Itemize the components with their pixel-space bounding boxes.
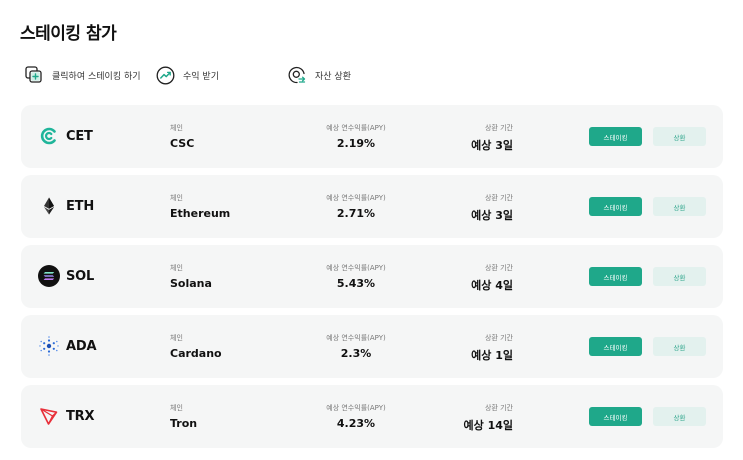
- chain-value: Ethereum: [170, 207, 231, 220]
- redeem-button[interactable]: 상환: [653, 337, 706, 356]
- stake-button[interactable]: 스테이킹: [589, 267, 642, 286]
- period-value: 예상 14일: [463, 419, 514, 432]
- apy-cell: 예상 연수익률(APY) 2.19%: [296, 123, 416, 150]
- apy-label: 예상 연수익률(APY): [326, 124, 386, 132]
- page-title: 스테이킹 참가: [20, 24, 117, 44]
- period-label: 상환 기간: [485, 334, 513, 342]
- ethereum-icon: [38, 195, 60, 217]
- redeem-button[interactable]: 상환: [653, 267, 706, 286]
- staking-row-cet: CET 체인 CSC 예상 연수익률(APY) 2.19% 상환 기간 예상 3…: [21, 105, 723, 168]
- chain-value: Cardano: [170, 347, 222, 360]
- coin-cell: ADA: [38, 335, 97, 357]
- period-cell: 상환 기간 예상 1일: [471, 333, 513, 363]
- apy-value: 4.23%: [336, 417, 376, 430]
- coinex-icon: [38, 125, 60, 147]
- period-value: 예상 3일: [471, 139, 513, 152]
- coin-cell: ETH: [38, 195, 94, 217]
- step-earn: 수익 받기: [155, 64, 219, 86]
- step-label: 자산 상환: [315, 71, 351, 82]
- coin-symbol: CET: [66, 128, 93, 144]
- step-click-stake: 클릭하여 스테이킹 하기: [24, 64, 141, 86]
- step-label: 수익 받기: [183, 71, 219, 82]
- step-label: 클릭하여 스테이킹 하기: [52, 71, 141, 82]
- period-cell: 상환 기간 예상 14일: [464, 403, 514, 433]
- stake-button[interactable]: 스테이킹: [589, 127, 642, 146]
- coin-exchange-icon: [287, 65, 307, 85]
- coin-cell: SOL: [38, 265, 94, 287]
- coin-symbol: ETH: [66, 198, 95, 214]
- cardano-icon: [38, 335, 60, 357]
- apy-label: 예상 연수익률(APY): [326, 334, 386, 342]
- period-label: 상환 기간: [485, 264, 513, 272]
- stake-button[interactable]: 스테이킹: [589, 337, 642, 356]
- period-cell: 상환 기간 예상 4일: [471, 263, 513, 293]
- period-value: 예상 1일: [471, 349, 513, 362]
- tron-icon: [38, 405, 60, 427]
- trend-up-icon: [155, 65, 175, 85]
- apy-label: 예상 연수익률(APY): [326, 264, 386, 272]
- chain-cell: 체인 Tron: [170, 403, 197, 430]
- chain-label: 체인: [170, 334, 183, 342]
- stake-button[interactable]: 스테이킹: [589, 197, 642, 216]
- period-label: 상환 기간: [485, 404, 513, 412]
- chain-cell: 체인 CSC: [170, 123, 194, 150]
- staking-row-trx: TRX 체인 Tron 예상 연수익률(APY) 4.23% 상환 기간 예상 …: [21, 385, 723, 448]
- solana-icon: [38, 265, 60, 287]
- step-redeem: 자산 상환: [287, 64, 351, 86]
- chain-value: Tron: [170, 417, 198, 430]
- apy-value: 2.3%: [340, 347, 372, 360]
- coin-cell: TRX: [38, 405, 95, 427]
- chain-cell: 체인 Ethereum: [170, 193, 230, 220]
- chain-value: CSC: [170, 137, 195, 150]
- staking-row-eth: ETH 체인 Ethereum 예상 연수익률(APY) 2.71% 상환 기간…: [21, 175, 723, 238]
- chain-label: 체인: [170, 404, 183, 412]
- staking-steps: 클릭하여 스테이킹 하기 수익 받기 자산 상환: [24, 64, 724, 86]
- apy-cell: 예상 연수익률(APY) 2.3%: [296, 333, 416, 360]
- redeem-button[interactable]: 상환: [653, 127, 706, 146]
- chain-cell: 체인 Cardano: [170, 333, 222, 360]
- staking-row-ada: ADA 체인 Cardano 예상 연수익률(APY) 2.3% 상환 기간 예…: [21, 315, 723, 378]
- coin-symbol: ADA: [66, 338, 97, 354]
- period-value: 예상 3일: [471, 209, 513, 222]
- period-label: 상환 기간: [485, 124, 513, 132]
- redeem-button[interactable]: 상환: [653, 197, 706, 216]
- apy-value: 5.43%: [336, 277, 376, 290]
- staking-row-sol: SOL 체인 Solana 예상 연수익률(APY) 5.43% 상환 기간 예…: [21, 245, 723, 308]
- chain-label: 체인: [170, 264, 183, 272]
- apy-value: 2.71%: [336, 207, 376, 220]
- chain-value: Solana: [170, 277, 212, 290]
- chain-label: 체인: [170, 194, 183, 202]
- apy-cell: 예상 연수익률(APY) 4.23%: [296, 403, 416, 430]
- apy-label: 예상 연수익률(APY): [326, 194, 386, 202]
- period-value: 예상 4일: [471, 279, 513, 292]
- period-label: 상환 기간: [485, 194, 513, 202]
- chain-label: 체인: [170, 124, 183, 132]
- chain-cell: 체인 Solana: [170, 263, 212, 290]
- stake-button[interactable]: 스테이킹: [589, 407, 642, 426]
- apy-cell: 예상 연수익률(APY) 2.71%: [296, 193, 416, 220]
- apy-value: 2.19%: [336, 137, 376, 150]
- period-cell: 상환 기간 예상 3일: [471, 193, 513, 223]
- redeem-button[interactable]: 상환: [653, 407, 706, 426]
- apy-cell: 예상 연수익률(APY) 5.43%: [296, 263, 416, 290]
- apy-label: 예상 연수익률(APY): [326, 404, 386, 412]
- coin-symbol: SOL: [66, 268, 95, 284]
- coin-cell: CET: [38, 125, 93, 147]
- add-square-icon: [24, 65, 44, 85]
- coin-symbol: TRX: [66, 408, 95, 424]
- period-cell: 상환 기간 예상 3일: [471, 123, 513, 153]
